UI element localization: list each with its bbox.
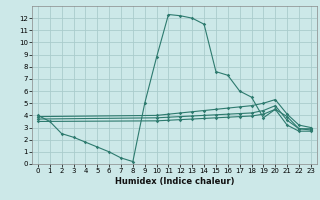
X-axis label: Humidex (Indice chaleur): Humidex (Indice chaleur) [115, 177, 234, 186]
